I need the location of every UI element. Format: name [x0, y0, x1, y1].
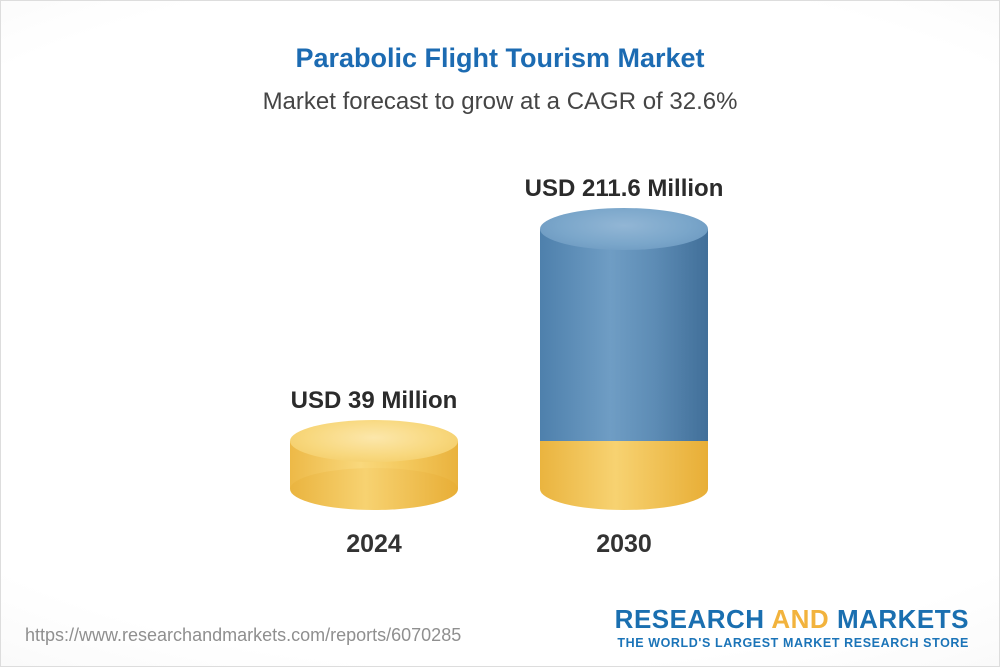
report-url: https://www.researchandmarkets.com/repor… [25, 625, 462, 645]
logo-wordmark: RESEARCH AND MARKETS [615, 605, 969, 633]
cylinder-bottom-cap [290, 468, 458, 510]
cylinder-top-cap [290, 420, 458, 462]
logo-word-markets: MARKETS [836, 604, 969, 634]
logo-word-and: AND [771, 604, 830, 634]
category-label-2024: 2024 [346, 530, 402, 558]
value-label-2024: USD 39 Million [290, 387, 458, 414]
cylinder-top-cap [540, 208, 708, 250]
category-label-2030: 2030 [596, 530, 652, 558]
page-title: Parabolic Flight Tourism Market [295, 43, 705, 73]
bar-2024: USD 39 Million 2024 [249, 387, 499, 558]
logo-tagline: THE WORLD'S LARGEST MARKET RESEARCH STOR… [617, 636, 969, 650]
value-label-2030: USD 211.6 Million [524, 175, 724, 202]
logo-word-research: RESEARCH [614, 604, 765, 634]
cylinder-2024 [249, 420, 499, 531]
cylinder-base-segment-2024-value [540, 441, 708, 489]
page-subtitle: Market forecast to grow at a CAGR of 32.… [262, 88, 738, 115]
cylinder-2030 [499, 208, 749, 531]
bar-2030: USD 211.6 Million 2030 [499, 175, 749, 558]
research-and-markets-logo: RESEARCH AND MARKETS THE WORLD'S LARGEST… [615, 605, 969, 650]
